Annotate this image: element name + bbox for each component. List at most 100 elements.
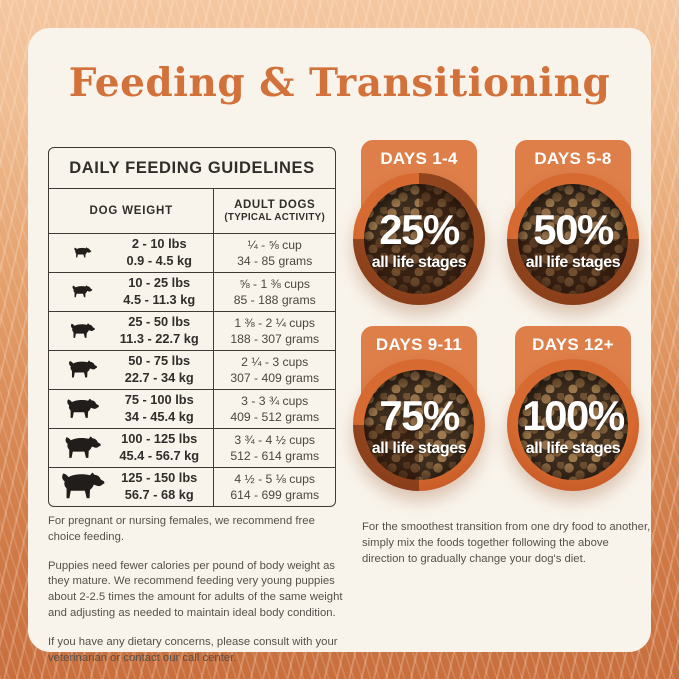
dog-icon [55,360,109,380]
fill-shade-overlay [507,359,639,491]
kibble-texture [518,184,628,294]
weight-cell: 25 - 50 lbs 11.3 - 22.7 kg [49,312,213,350]
weight-kg: 11.3 - 22.7 kg [119,331,199,346]
serving-cell: 4 ½ - 5 ⅛ cups 614 - 699 grams [213,468,335,506]
table-row: 50 - 75 lbs 22.7 - 34 kg 2 ¼ - 3 cups 30… [49,350,335,389]
weight-text: 100 - 125 lbs 45.4 - 56.7 kg [109,431,213,464]
left-footnotes: For pregnant or nursing females, we reco… [48,514,346,680]
table-row: 125 - 150 lbs 56.7 - 68 kg 4 ½ - 5 ⅛ cup… [49,467,335,506]
weight-cell: 2 - 10 lbs 0.9 - 4.5 kg [49,234,213,272]
dog-icon [55,435,109,461]
col-header-adult-dogs: ADULT DOGS (TYPICAL ACTIVITY) [213,189,335,233]
weight-text: 25 - 50 lbs 11.3 - 22.7 kg [109,314,213,347]
weight-text: 50 - 75 lbs 22.7 - 34 kg [109,353,213,386]
serving-cups: ¼ - ⅝ cup [247,237,302,252]
serving-cups: 1 ⅜ - 2 ¼ cups [234,315,316,330]
weight-lbs: 50 - 75 lbs [128,353,191,369]
table-row: 75 - 100 lbs 34 - 45.4 kg 3 - 3 ¾ cups 4… [49,389,335,428]
dog-icon [55,398,109,421]
serving-grams: 85 - 188 grams [233,293,316,307]
food-bowl-image: 100% all life stages [507,359,639,491]
dog-icon [55,247,109,259]
footnote-puppies: Puppies need fewer calories per pound of… [48,559,343,620]
life-stages-label: all life stages [371,253,467,271]
weight-cell: 75 - 100 lbs 34 - 45.4 kg [49,390,213,428]
dog-icon [55,285,109,299]
kibble-texture [518,370,628,480]
bowl-caption: 100% all life stages [507,359,639,491]
table-title: DAILY FEEDING GUIDELINES [49,148,335,189]
serving-cups: 2 ¼ - 3 cups [241,354,309,369]
transition-step-days-5-8: DAYS 5-8 50% all life stages [496,140,650,326]
col-header-adult-main: ADULT DOGS [234,199,316,211]
table-row: 25 - 50 lbs 11.3 - 22.7 kg 1 ⅜ - 2 ¼ cup… [49,311,335,350]
info-card: Feeding & Transitioning DAILY FEEDING GU… [28,28,651,664]
weight-kg: 0.9 - 4.5 kg [126,253,192,268]
weight-lbs: 125 - 150 lbs [121,470,198,486]
weight-lbs: 100 - 125 lbs [121,431,198,447]
weight-lbs: 10 - 25 lbs [128,275,191,291]
percent-label: 75% [379,391,460,439]
serving-cups: ⅝ - 1 ⅜ cups [239,276,310,291]
life-stages-label: all life stages [525,253,621,271]
dog-icon [55,322,109,340]
weight-kg: 22.7 - 34 kg [124,370,194,385]
footnote-dietary: If you have any dietary concerns, please… [48,635,338,664]
food-bowl-image: 50% all life stages [507,173,639,305]
serving-cell: ¼ - ⅝ cup 34 - 85 grams [213,234,335,272]
bowl-caption: 50% all life stages [507,173,639,305]
kibble-texture [364,184,474,294]
table-header: DOG WEIGHT ADULT DOGS (TYPICAL ACTIVITY) [49,189,335,233]
weight-lbs: 2 - 10 lbs [131,236,187,252]
bowl-caption: 25% all life stages [353,173,485,305]
weight-lbs: 75 - 100 lbs [124,392,194,408]
serving-cups: 3 - 3 ¾ cups [241,393,309,408]
weight-kg: 4.5 - 11.3 kg [123,292,196,307]
serving-cell: 2 ¼ - 3 cups 307 - 409 grams [213,351,335,389]
serving-cell: 3 - 3 ¾ cups 409 - 512 grams [213,390,335,428]
serving-grams: 34 - 85 grams [237,254,313,268]
weight-kg: 45.4 - 56.7 kg [119,448,200,463]
fill-shade-overlay [353,173,485,305]
weight-text: 125 - 150 lbs 56.7 - 68 kg [109,470,213,503]
percent-label: 50% [533,205,614,253]
serving-grams: 614 - 699 grams [230,488,320,502]
weight-lbs: 25 - 50 lbs [128,314,191,330]
right-footnote-transition: For the smoothest transition from one dr… [362,521,651,565]
weight-text: 2 - 10 lbs 0.9 - 4.5 kg [109,236,213,269]
serving-cell: 1 ⅜ - 2 ¼ cups 188 - 307 grams [213,312,335,350]
food-bowl-image: 25% all life stages [353,173,485,305]
serving-cell: ⅝ - 1 ⅜ cups 85 - 188 grams [213,273,335,311]
fill-shade-overlay [353,359,485,491]
serving-grams: 409 - 512 grams [230,410,320,424]
serving-grams: 307 - 409 grams [230,371,320,385]
weight-cell: 10 - 25 lbs 4.5 - 11.3 kg [49,273,213,311]
transition-steps: DAYS 1-4 25% all life stages DAYS 5-8 [342,140,650,512]
dog-icon [55,472,109,502]
serving-cups: 4 ½ - 5 ⅛ cups [234,471,316,486]
table-row: 2 - 10 lbs 0.9 - 4.5 kg ¼ - ⅝ cup 34 - 8… [49,233,335,272]
weight-cell: 125 - 150 lbs 56.7 - 68 kg [49,468,213,506]
col-header-adult-sub: (TYPICAL ACTIVITY) [224,212,326,223]
serving-cell: 3 ¾ - 4 ½ cups 512 - 614 grams [213,429,335,467]
page-title: Feeding & Transitioning [68,60,611,106]
table-row: 10 - 25 lbs 4.5 - 11.3 kg ⅝ - 1 ⅜ cups 8… [49,272,335,311]
table-row: 100 - 125 lbs 45.4 - 56.7 kg 3 ¾ - 4 ½ c… [49,428,335,467]
serving-cups: 3 ¾ - 4 ½ cups [234,432,316,447]
transition-step-days-9-11: DAYS 9-11 75% all life stages [342,326,496,512]
life-stages-label: all life stages [525,439,621,457]
col-header-dog-weight: DOG WEIGHT [89,205,173,217]
feeding-guidelines-table: DAILY FEEDING GUIDELINES DOG WEIGHT ADUL… [48,147,336,507]
serving-grams: 512 - 614 grams [230,449,320,463]
bowl-caption: 75% all life stages [353,359,485,491]
weight-cell: 100 - 125 lbs 45.4 - 56.7 kg [49,429,213,467]
serving-grams: 188 - 307 grams [230,332,320,346]
fill-shade-overlay [507,173,639,305]
footnote-pregnant: For pregnant or nursing females, we reco… [48,515,315,543]
weight-kg: 56.7 - 68 kg [124,487,194,502]
kibble-texture [364,370,474,480]
percent-label: 100% [522,391,625,439]
food-bowl-image: 75% all life stages [353,359,485,491]
transition-step-days-1-4: DAYS 1-4 25% all life stages [342,140,496,326]
